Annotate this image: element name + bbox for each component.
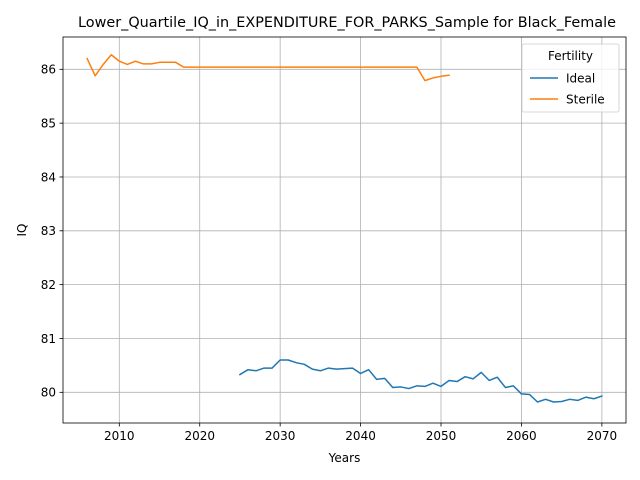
grid-lines [63, 37, 626, 423]
y-tick-label: 85 [41, 116, 56, 130]
legend-entry-ideal: Ideal [566, 71, 595, 85]
x-tick-label: 2070 [587, 429, 618, 443]
legend-entry-sterile: Sterile [566, 92, 605, 106]
x-tick-label: 2030 [265, 429, 296, 443]
y-tick-label: 80 [41, 386, 56, 400]
series-line-ideal [238, 359, 603, 403]
x-tick-label: 2050 [426, 429, 457, 443]
y-tick-label: 81 [41, 332, 56, 346]
series-lines [86, 54, 603, 403]
chart-title: Lower_Quartile_IQ_in_EXPENDITURE_FOR_PAR… [78, 15, 616, 31]
y-axis-label: IQ [15, 224, 29, 237]
x-tick-label: 2040 [345, 429, 376, 443]
legend-box [521, 43, 620, 113]
y-tick-label: 84 [41, 170, 56, 184]
x-tick-label: 2020 [184, 429, 215, 443]
axis-ticks: 2010 2020 2030 2040 2050 2060 2070 80 81 82 83 84 85… [41, 63, 617, 443]
y-tick-label: 82 [41, 278, 56, 292]
x-tick-label: 2010 [104, 429, 135, 443]
y-tick-label: 83 [41, 224, 56, 238]
plot-area-frame [62, 36, 627, 424]
legend: Fertility Ideal Sterile [521, 43, 620, 113]
y-tick-label: 86 [41, 63, 56, 77]
legend-title: Fertility [548, 49, 593, 63]
x-tick-label: 2060 [506, 429, 537, 443]
x-axis-label: Years [328, 451, 361, 465]
series-line-sterile [86, 54, 450, 82]
